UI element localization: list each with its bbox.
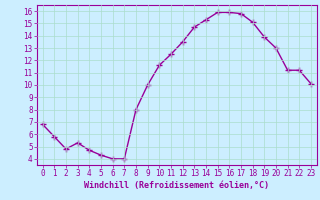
X-axis label: Windchill (Refroidissement éolien,°C): Windchill (Refroidissement éolien,°C) [84, 181, 269, 190]
